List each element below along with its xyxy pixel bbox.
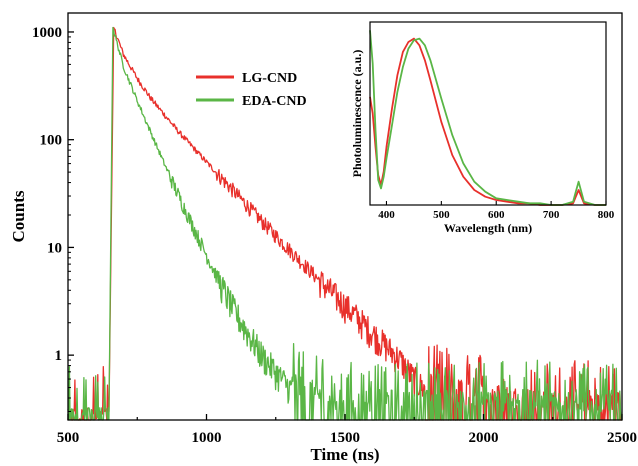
legend-label-eda-cnd: EDA-CND (242, 94, 307, 109)
inset-x-tick-label: 500 (433, 209, 450, 221)
inset-plot-frame (369, 21, 607, 206)
x-axis-label: Time (ns) (310, 445, 379, 464)
inset-x-tick-label: 700 (543, 209, 560, 221)
inset-background (340, 14, 616, 237)
y-tick-label: 100 (40, 133, 63, 149)
inset-x-ticks: 400 500 600 700 800 (378, 201, 615, 221)
main-x-ticks: 500 1000 1500 2000 2500 (57, 414, 637, 446)
y-tick-label: 10 (47, 240, 62, 256)
x-tick-label: 500 (57, 430, 80, 446)
inset-x-tick-label: 600 (488, 209, 505, 221)
inset-x-tick-label: 800 (598, 209, 615, 221)
inset-chart: 400 500 600 700 800 Wavelength (nm) Photolum… (340, 14, 616, 237)
legend: LG-CND EDA-CND (196, 71, 307, 109)
x-tick-label: 1500 (330, 430, 360, 446)
legend-label-lg-cnd: LG-CND (242, 71, 297, 86)
y-tick-label: 1000 (32, 25, 62, 41)
y-tick-label: 1 (55, 348, 63, 364)
x-tick-label: 2000 (469, 430, 499, 446)
inset-series-line-eda-cnd (369, 30, 606, 206)
y-axis-label: Counts (9, 190, 28, 242)
inset-x-tick-label: 400 (378, 209, 395, 221)
main-y-ticks: 1 10 100 1000 (32, 25, 74, 412)
inset-x-axis-label: Wavelength (nm) (444, 221, 532, 235)
inset-series-layer (369, 30, 606, 206)
x-tick-label: 2500 (607, 430, 637, 446)
inset-y-axis-label: Photoluminescence (a.u.) (350, 50, 364, 178)
x-tick-label: 1000 (192, 430, 222, 446)
main-chart: 500 1000 1500 2000 2500 1 10 100 1000 Time (ns)… (9, 12, 637, 464)
